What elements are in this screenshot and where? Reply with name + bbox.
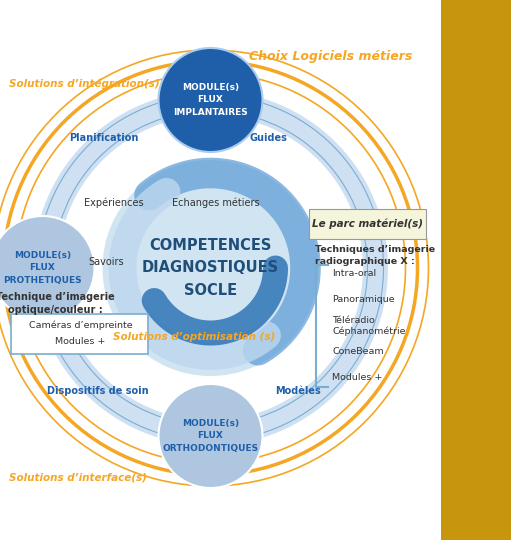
Text: Modèles: Modèles: [275, 387, 321, 396]
Text: MODULE(s)
FLUX
IMPLANTAIRES: MODULE(s) FLUX IMPLANTAIRES: [173, 83, 248, 117]
Text: Panoramique: Panoramique: [333, 295, 395, 305]
Circle shape: [158, 48, 263, 152]
Text: MODULE(s)
FLUX
PROTHETIQUES: MODULE(s) FLUX PROTHETIQUES: [3, 251, 82, 285]
Text: Solutions d’intégration(s): Solutions d’intégration(s): [9, 78, 160, 89]
Text: Expériences: Expériences: [84, 197, 144, 208]
Text: Planification: Planification: [68, 133, 138, 143]
Text: Guides: Guides: [249, 133, 287, 143]
Circle shape: [158, 384, 263, 488]
FancyBboxPatch shape: [11, 314, 149, 354]
Text: Solutions d’optimisation (s): Solutions d’optimisation (s): [113, 333, 275, 342]
Text: COMPETENCES
DIAGNOSTIQUES
SOCLE: COMPETENCES DIAGNOSTIQUES SOCLE: [142, 238, 279, 298]
Circle shape: [0, 216, 95, 320]
Text: FABRICATION : combinaison usinage, impression 3D, matériaux, dispositifs: FABRICATION : combinaison usinage, impre…: [471, 87, 481, 453]
Text: Solutions d’interface(s): Solutions d’interface(s): [9, 473, 147, 483]
FancyBboxPatch shape: [310, 209, 427, 239]
Text: Technique d’imagerie
optique/couleur :: Technique d’imagerie optique/couleur :: [0, 292, 115, 315]
Text: Caméras d’empreinte: Caméras d’empreinte: [29, 320, 132, 330]
Text: Dispositifs de soin: Dispositifs de soin: [47, 387, 148, 396]
Text: Techniques d’imagerie
radiographique X :: Techniques d’imagerie radiographique X :: [315, 245, 435, 266]
Text: Intra-oral: Intra-oral: [333, 269, 377, 279]
Text: Choix Logiciels métiers: Choix Logiciels métiers: [249, 50, 412, 63]
Text: Modules +: Modules +: [333, 374, 383, 382]
Text: Téléradio
Céphanométrie: Téléradio Céphanométrie: [333, 315, 406, 336]
Text: Savoirs: Savoirs: [88, 257, 124, 267]
Text: ConeBeam: ConeBeam: [333, 348, 384, 356]
Text: MODULE(s)
FLUX
ORTHODONTIQUES: MODULE(s) FLUX ORTHODONTIQUES: [162, 419, 259, 453]
Text: Echanges métiers: Echanges métiers: [172, 197, 260, 208]
Text: Modules +: Modules +: [55, 336, 106, 346]
Text: Le parc matériel(s): Le parc matériel(s): [313, 219, 424, 230]
Circle shape: [103, 160, 318, 376]
